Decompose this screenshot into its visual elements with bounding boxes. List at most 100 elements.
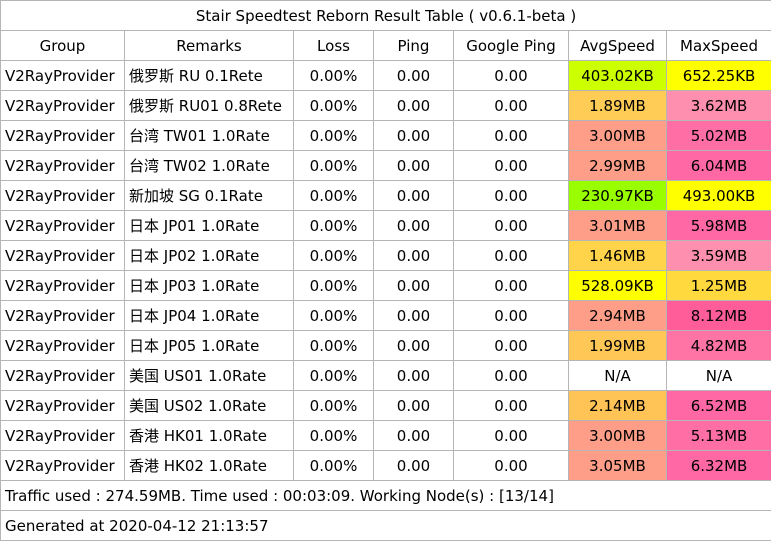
cell-ping: 0.00 <box>374 361 454 391</box>
cell-ping: 0.00 <box>374 271 454 301</box>
cell-avg-speed: 403.02KB <box>569 61 667 91</box>
header-row: Group Remarks Loss Ping Google Ping AvgS… <box>1 31 771 61</box>
cell-group: V2RayProvider <box>1 61 125 91</box>
cell-google-ping: 0.00 <box>454 391 569 421</box>
cell-ping: 0.00 <box>374 151 454 181</box>
cell-google-ping: 0.00 <box>454 361 569 391</box>
footer-traffic-row: Traffic used : 274.59MB. Time used : 00:… <box>1 481 771 511</box>
cell-loss: 0.00% <box>294 241 374 271</box>
cell-google-ping: 0.00 <box>454 271 569 301</box>
cell-loss: 0.00% <box>294 451 374 481</box>
cell-avg-speed: 230.97KB <box>569 181 667 211</box>
cell-remarks: 俄罗斯 RU 0.1Rete <box>125 61 294 91</box>
cell-group: V2RayProvider <box>1 301 125 331</box>
cell-google-ping: 0.00 <box>454 211 569 241</box>
cell-google-ping: 0.00 <box>454 241 569 271</box>
header-google-ping: Google Ping <box>454 31 569 61</box>
cell-max-speed: 6.04MB <box>667 151 771 181</box>
cell-max-speed: 5.13MB <box>667 421 771 451</box>
cell-max-speed: 6.32MB <box>667 451 771 481</box>
cell-loss: 0.00% <box>294 421 374 451</box>
cell-loss: 0.00% <box>294 271 374 301</box>
cell-remarks: 俄罗斯 RU01 0.8Rete <box>125 91 294 121</box>
cell-remarks: 美国 US02 1.0Rate <box>125 391 294 421</box>
cell-ping: 0.00 <box>374 391 454 421</box>
cell-loss: 0.00% <box>294 361 374 391</box>
cell-group: V2RayProvider <box>1 151 125 181</box>
cell-group: V2RayProvider <box>1 361 125 391</box>
header-loss: Loss <box>294 31 374 61</box>
cell-google-ping: 0.00 <box>454 61 569 91</box>
cell-ping: 0.00 <box>374 61 454 91</box>
cell-loss: 0.00% <box>294 151 374 181</box>
header-ping: Ping <box>374 31 454 61</box>
cell-group: V2RayProvider <box>1 91 125 121</box>
cell-max-speed: N/A <box>667 361 771 391</box>
header-avg-speed: AvgSpeed <box>569 31 667 61</box>
cell-group: V2RayProvider <box>1 271 125 301</box>
cell-ping: 0.00 <box>374 331 454 361</box>
cell-loss: 0.00% <box>294 211 374 241</box>
cell-remarks: 日本 JP03 1.0Rate <box>125 271 294 301</box>
cell-group: V2RayProvider <box>1 331 125 361</box>
cell-max-speed: 8.12MB <box>667 301 771 331</box>
cell-max-speed: 5.02MB <box>667 121 771 151</box>
title-row: Stair Speedtest Reborn Result Table ( v0… <box>1 1 771 31</box>
cell-loss: 0.00% <box>294 301 374 331</box>
cell-loss: 0.00% <box>294 331 374 361</box>
header-group: Group <box>1 31 125 61</box>
footer-generated-row: Generated at 2020-04-12 21:13:57 <box>1 511 771 541</box>
cell-ping: 0.00 <box>374 211 454 241</box>
cell-remarks: 日本 JP02 1.0Rate <box>125 241 294 271</box>
cell-remarks: 台湾 TW02 1.0Rate <box>125 151 294 181</box>
cell-ping: 0.00 <box>374 451 454 481</box>
cell-avg-speed: 3.00MB <box>569 421 667 451</box>
cell-avg-speed: 3.00MB <box>569 121 667 151</box>
cell-avg-speed: N/A <box>569 361 667 391</box>
cell-ping: 0.00 <box>374 421 454 451</box>
cell-group: V2RayProvider <box>1 121 125 151</box>
cell-avg-speed: 3.01MB <box>569 211 667 241</box>
cell-max-speed: 6.52MB <box>667 391 771 421</box>
cell-loss: 0.00% <box>294 91 374 121</box>
cell-remarks: 新加坡 SG 0.1Rate <box>125 181 294 211</box>
header-max-speed: MaxSpeed <box>667 31 771 61</box>
cell-group: V2RayProvider <box>1 211 125 241</box>
cell-max-speed: 1.25MB <box>667 271 771 301</box>
cell-avg-speed: 528.09KB <box>569 271 667 301</box>
cell-google-ping: 0.00 <box>454 121 569 151</box>
cell-google-ping: 0.00 <box>454 91 569 121</box>
cell-avg-speed: 1.89MB <box>569 91 667 121</box>
cell-loss: 0.00% <box>294 121 374 151</box>
header-remarks: Remarks <box>125 31 294 61</box>
cell-max-speed: 493.00KB <box>667 181 771 211</box>
cell-google-ping: 0.00 <box>454 151 569 181</box>
cell-ping: 0.00 <box>374 181 454 211</box>
cell-ping: 0.00 <box>374 241 454 271</box>
table-title: Stair Speedtest Reborn Result Table ( v0… <box>1 1 771 31</box>
cell-google-ping: 0.00 <box>454 181 569 211</box>
cell-remarks: 香港 HK01 1.0Rate <box>125 421 294 451</box>
cell-max-speed: 3.62MB <box>667 91 771 121</box>
cell-avg-speed: 1.99MB <box>569 331 667 361</box>
cell-loss: 0.00% <box>294 391 374 421</box>
cell-ping: 0.00 <box>374 91 454 121</box>
cell-group: V2RayProvider <box>1 181 125 211</box>
cell-max-speed: 652.25KB <box>667 61 771 91</box>
cell-max-speed: 4.82MB <box>667 331 771 361</box>
cell-remarks: 香港 HK02 1.0Rate <box>125 451 294 481</box>
